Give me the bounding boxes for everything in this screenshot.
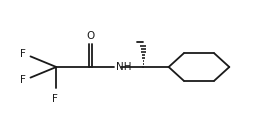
Text: O: O — [86, 31, 94, 41]
Text: F: F — [20, 49, 26, 59]
Text: NH: NH — [116, 62, 131, 72]
Text: F: F — [20, 75, 26, 85]
Text: F: F — [52, 94, 58, 104]
